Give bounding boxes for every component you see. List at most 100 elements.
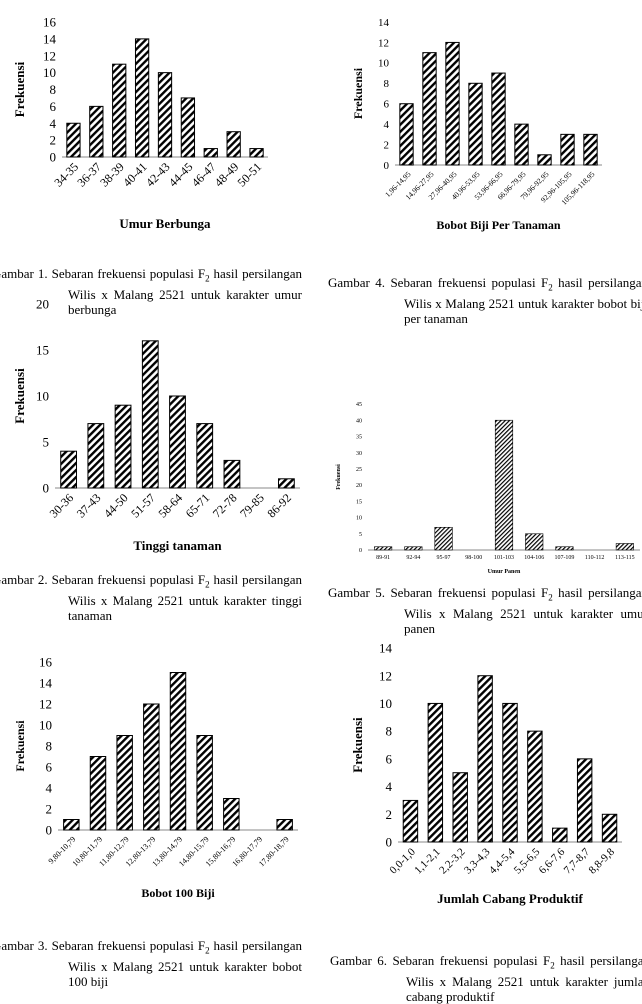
bar: [576, 758, 593, 843]
x-tick-label: 44-50: [101, 491, 131, 521]
y-tick-label: 12: [43, 48, 56, 63]
bar: [226, 131, 241, 158]
x-tick-label: 46-47: [189, 160, 219, 190]
x-tick-label: 4,4-5,4: [487, 846, 518, 877]
caption-subscript: 2: [205, 945, 210, 956]
caption-text: hasil persilangan Wilis x Malang 2521 un…: [406, 953, 642, 1004]
bar: [223, 798, 240, 831]
x-axis-label: Umur Berbunga: [119, 216, 211, 231]
y-tick-label: 5: [359, 532, 362, 538]
y-tick-label: 2: [384, 139, 390, 151]
bar: [494, 419, 514, 551]
bar: [615, 543, 634, 551]
x-tick-label: 7,7-8,7: [562, 846, 593, 877]
y-tick-label: 4: [386, 779, 393, 794]
caption-subscript: 2: [550, 960, 555, 971]
x-axis-label: Umur Panen: [488, 569, 521, 575]
caption-text: Gambar 4. Sebaran frekuensi populasi F: [328, 275, 549, 290]
bar: [514, 123, 529, 166]
y-tick-label: 10: [43, 65, 56, 80]
y-tick-label: 14: [39, 676, 53, 691]
figure-caption: Gambar 6. Sebaran frekuensi populasi F2 …: [330, 953, 642, 1004]
y-axis-label: Frekuensi: [13, 720, 27, 772]
y-tick-label: 6: [50, 99, 57, 114]
bar: [60, 450, 78, 489]
y-tick-label: 15: [356, 499, 362, 505]
y-tick-label: 2: [50, 133, 57, 148]
x-axis-label: Bobot 100 Biji: [141, 886, 215, 900]
x-tick-label: 36-37: [74, 160, 104, 190]
x-tick-label: 50-51: [235, 160, 265, 190]
bar: [404, 546, 423, 551]
figure-caption: Gambar 5. Sebaran frekuensi populasi F2 …: [328, 585, 642, 636]
x-tick-label: 42-43: [143, 160, 173, 190]
bar: [399, 103, 414, 166]
x-tick-label: 89-91: [376, 555, 390, 561]
caption-text: hasil persilangan Wilis x Malang 2521 un…: [68, 938, 303, 989]
y-axis-label: Frekuensi: [336, 464, 342, 490]
x-tick-label: 3,3-4,3: [462, 846, 493, 877]
y-axis-label: Frekuensi: [12, 368, 27, 424]
y-axis-label: Frekuensi: [351, 67, 365, 119]
x-tick-label: 104-106: [524, 555, 544, 561]
bar: [527, 730, 543, 843]
y-tick-label: 0: [46, 823, 53, 838]
y-tick-label: 12: [379, 668, 392, 683]
bar: [66, 122, 81, 158]
y-tick-label: 40: [356, 418, 362, 424]
x-tick-label: 92-94: [406, 555, 420, 561]
bar: [560, 133, 575, 166]
x-tick-label: 5,5-6,5: [512, 846, 543, 877]
y-tick-label: 4: [50, 116, 57, 131]
y-tick-label: 2: [46, 802, 53, 817]
caption-text: hasil persilangan Wilis x Malang 2521 un…: [68, 266, 303, 317]
figure-caption: Gambar 1. Sebaran frekuensi populasi F2 …: [0, 266, 302, 317]
y-tick-label: 4: [46, 781, 53, 796]
caption-text: Gambar 2. Sebaran frekuensi populasi F: [0, 572, 206, 587]
y-axis-label: Frekuensi: [12, 61, 27, 117]
y-tick-label: 16: [43, 15, 57, 30]
bar: [157, 72, 173, 158]
y-tick-label: 12: [39, 697, 52, 712]
y-tick-label: 10: [378, 58, 390, 70]
bar: [402, 799, 419, 843]
x-tick-label: 110-112: [585, 555, 605, 561]
bar: [477, 675, 493, 843]
y-tick-label: 0: [386, 835, 393, 850]
x-tick-label: 65-71: [183, 491, 213, 521]
x-tick-label: 79-85: [237, 491, 267, 521]
figure-caption: Gambar 4. Sebaran frekuensi populasi F2 …: [328, 275, 642, 326]
y-tick-label: 35: [356, 435, 362, 441]
caption-text: hasil persilangan Wilis x Malang 2521 un…: [68, 572, 303, 623]
figure-caption: Gambar 2. Sebaran frekuensi populasi F2 …: [0, 572, 302, 623]
y-axis-label: Frekuensi: [350, 717, 365, 773]
y-tick-label: 8: [46, 739, 53, 754]
bar: [374, 546, 393, 551]
bar: [141, 340, 159, 489]
x-tick-label: 72-78: [210, 491, 240, 521]
x-tick-label: 6,6-7,6: [537, 846, 568, 877]
y-tick-label: 20: [36, 297, 49, 312]
bar: [112, 63, 127, 158]
x-axis-label: Jumlah Cabang Produktif: [437, 891, 583, 906]
bar: [452, 772, 468, 843]
bar: [114, 404, 132, 489]
bar: [502, 702, 518, 843]
y-tick-label: 12: [378, 37, 389, 49]
y-tick-label: 15: [36, 343, 49, 358]
x-tick-label: 37-43: [74, 491, 104, 521]
bar: [116, 735, 133, 831]
caption-subscript: 2: [548, 592, 553, 603]
caption-text: hasil persilangan Wilis x Malang 2521 un…: [404, 275, 642, 326]
bar: [427, 702, 444, 843]
y-tick-label: 14: [379, 641, 393, 656]
y-tick-label: 14: [43, 31, 57, 46]
y-tick-label: 45: [356, 402, 362, 408]
x-tick-label: 101-103: [494, 555, 514, 561]
bar: [89, 756, 107, 831]
y-tick-label: 4: [384, 119, 390, 131]
x-axis-label: Bobot Biji Per Tanaman: [436, 218, 560, 232]
bar: [468, 82, 483, 166]
x-axis-label: Tinggi tanaman: [133, 538, 222, 553]
y-tick-label: 8: [384, 78, 390, 90]
